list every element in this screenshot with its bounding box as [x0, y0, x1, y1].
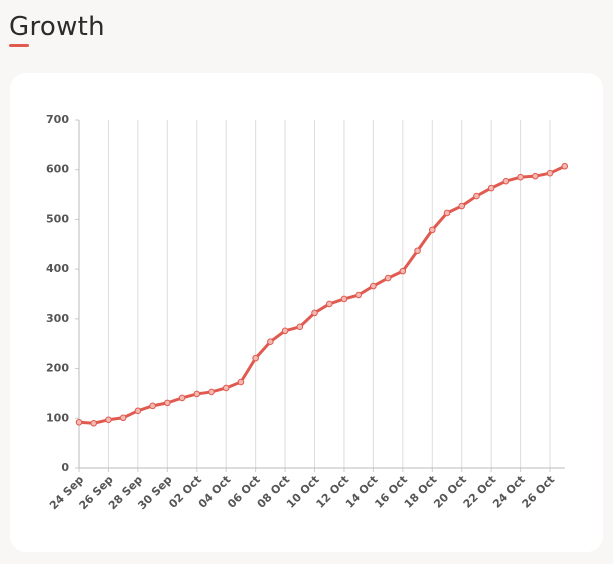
point	[532, 172, 539, 180]
point	[370, 282, 377, 290]
line	[78, 164, 566, 425]
x-tick-label: 26 Oct	[520, 473, 558, 511]
point	[340, 295, 348, 303]
point	[546, 169, 554, 177]
point	[414, 247, 421, 255]
point	[281, 327, 289, 335]
y-tick-label: 200	[46, 362, 69, 375]
point	[105, 416, 112, 424]
point	[193, 390, 201, 398]
y-tick-label: 700	[46, 113, 69, 126]
point	[399, 267, 407, 275]
point	[252, 354, 259, 362]
page-title: Growth	[9, 12, 105, 42]
y-tick-label: 100	[46, 411, 69, 424]
y-tick-label: 0	[61, 461, 69, 474]
title-underline	[9, 44, 29, 47]
y-tick-label: 600	[46, 163, 69, 176]
point	[502, 177, 510, 185]
point	[473, 192, 480, 200]
point	[311, 309, 318, 317]
point	[75, 418, 83, 426]
y-tick-label: 500	[46, 212, 69, 225]
point	[296, 323, 304, 331]
point	[561, 162, 569, 170]
point	[325, 300, 333, 308]
point	[119, 414, 127, 422]
point	[222, 384, 230, 392]
point	[355, 291, 362, 299]
point	[208, 388, 215, 396]
point	[443, 209, 451, 217]
y-tick-label: 300	[46, 312, 69, 325]
point	[267, 338, 274, 346]
y-tick-label: 400	[46, 262, 69, 275]
point	[178, 394, 186, 402]
point	[458, 202, 466, 210]
point	[134, 407, 142, 415]
point	[164, 399, 171, 407]
point	[517, 173, 524, 181]
point	[149, 402, 156, 410]
point	[428, 226, 436, 234]
point	[237, 378, 245, 386]
point	[90, 419, 98, 427]
point	[384, 274, 392, 282]
point	[487, 184, 495, 192]
